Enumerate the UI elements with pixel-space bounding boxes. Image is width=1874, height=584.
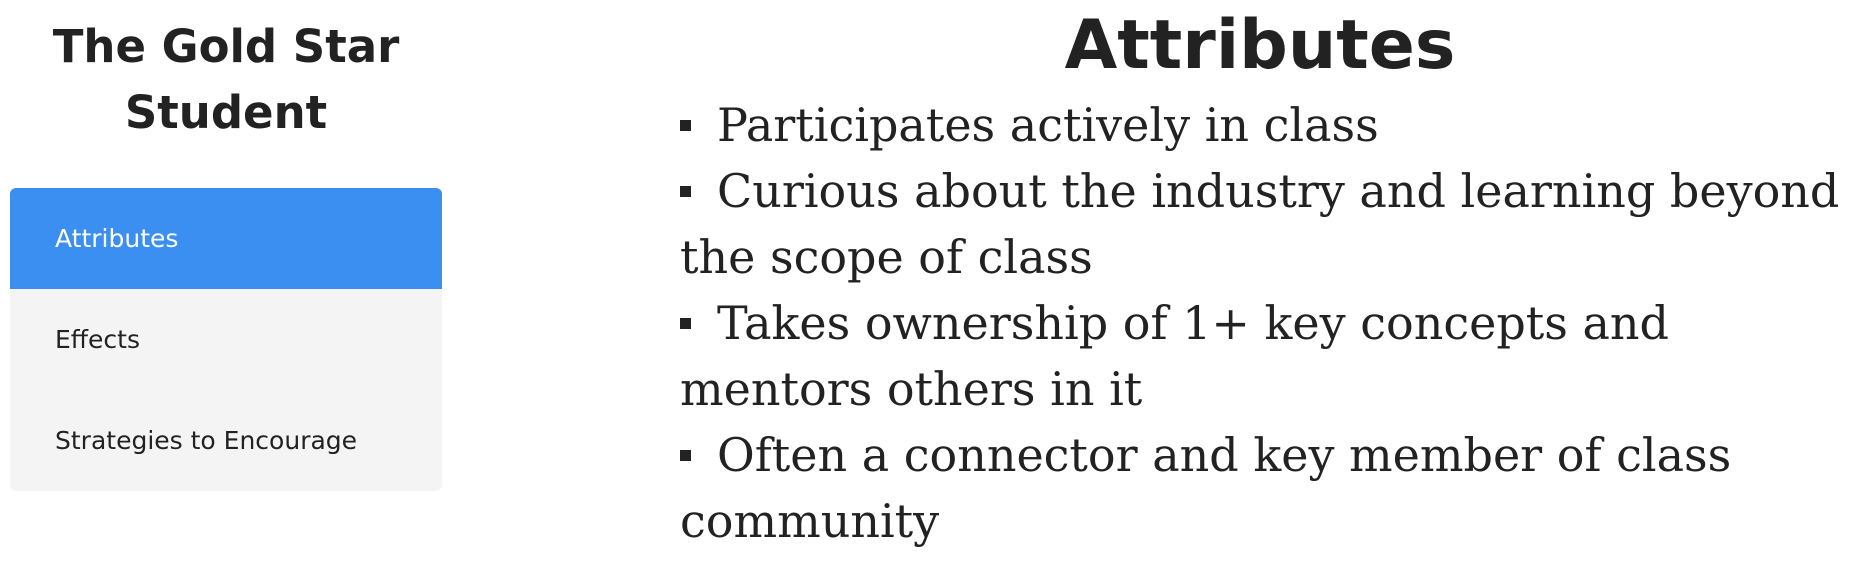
square-bullet-icon xyxy=(680,185,691,197)
sidebar-nav: Attributes Effects Strategies to Encoura… xyxy=(10,188,442,491)
list-item-text: Participates actively in class xyxy=(717,98,1379,152)
list-item: Takes ownership of 1+ key concepts and m… xyxy=(680,290,1860,422)
sidebar: The Gold Star Student Attributes Effects… xyxy=(10,0,442,491)
attributes-list: Participates actively in class Curious a… xyxy=(680,92,1860,554)
sidebar-item-strategies[interactable]: Strategies to Encourage xyxy=(55,426,358,455)
sidebar-item-attributes[interactable]: Attributes xyxy=(10,188,442,289)
square-bullet-icon xyxy=(680,317,691,329)
square-bullet-icon xyxy=(680,449,691,461)
list-item-text: Often a connector and key member of clas… xyxy=(680,428,1732,548)
list-item: Participates actively in class xyxy=(680,92,1860,158)
list-item-text: Takes ownership of 1+ key concepts and m… xyxy=(680,296,1669,416)
page-title: Attributes xyxy=(1064,6,1456,85)
list-item: Often a connector and key member of clas… xyxy=(680,422,1860,554)
list-item-text: Curious about the industry and learning … xyxy=(680,164,1840,284)
list-item: Curious about the industry and learning … xyxy=(680,158,1860,290)
main-content: Attributes Participates actively in clas… xyxy=(680,0,1860,554)
sidebar-title: The Gold Star Student xyxy=(52,20,400,139)
sidebar-item-effects[interactable]: Effects xyxy=(55,325,140,354)
square-bullet-icon xyxy=(680,119,691,131)
